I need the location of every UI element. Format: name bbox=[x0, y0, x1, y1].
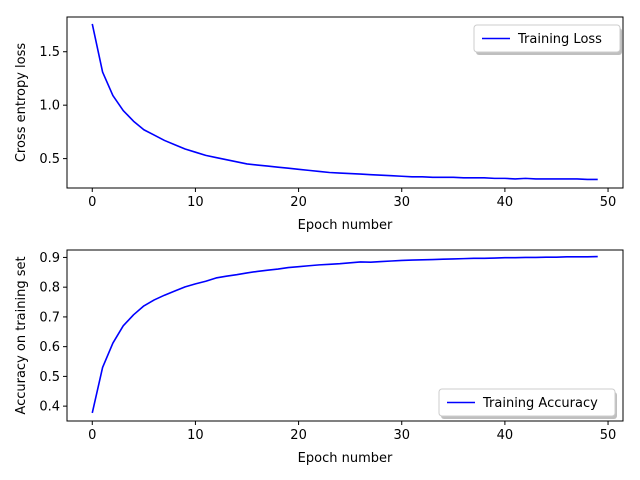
x-tick-label: 40 bbox=[497, 195, 514, 210]
axes-frame bbox=[66, 16, 624, 189]
y-tick-label: 0.7 bbox=[39, 310, 60, 325]
y-tick-label: 1.0 bbox=[39, 99, 60, 114]
y-tick-label: 0.4 bbox=[39, 400, 60, 415]
y-tick-label: 1.5 bbox=[39, 45, 60, 60]
series-line-1 bbox=[91, 255, 598, 414]
x-tick-label: 10 bbox=[187, 195, 204, 210]
y-tick-label: 0.5 bbox=[39, 152, 60, 167]
y-tick-label: 0.8 bbox=[39, 281, 60, 296]
y-tick-label: 0.6 bbox=[39, 340, 60, 355]
x-tick-label: 50 bbox=[600, 428, 617, 443]
x-tick-label: 20 bbox=[290, 195, 307, 210]
chart-2: 0 10 20 30 40 50 0.4 0.5 0.6 0.7 0.8 0.9 Epoch numbe… bbox=[14, 249, 624, 466]
series-line-1 bbox=[91, 23, 598, 181]
x-tick-label: 50 bbox=[600, 195, 617, 210]
x-tick-label: 30 bbox=[393, 428, 410, 443]
legend-box bbox=[473, 24, 621, 53]
y-tick-label: 0.9 bbox=[39, 251, 60, 266]
axes-frame bbox=[66, 249, 624, 422]
legend-label: Training Loss bbox=[517, 32, 602, 47]
x-tick-label: 10 bbox=[187, 428, 204, 443]
x-tick-label: 0 bbox=[88, 195, 96, 210]
x-tick-label: 20 bbox=[290, 428, 307, 443]
x-axis-label: Epoch number bbox=[298, 451, 393, 466]
x-tick-label: 30 bbox=[393, 195, 410, 210]
legend-box bbox=[438, 388, 616, 417]
x-tick-label: 40 bbox=[497, 428, 514, 443]
y-axis-label: Cross entropy loss bbox=[14, 43, 29, 163]
x-axis-label: Epoch number bbox=[298, 218, 393, 233]
y-tick-label: 0.5 bbox=[39, 370, 60, 385]
legend: Training Loss bbox=[473, 24, 622, 55]
legend-label: Training Accuracy bbox=[482, 396, 598, 411]
chart-1: 0 10 20 30 40 50 0.5 1.0 1.5 Epoch number Cross en… bbox=[14, 16, 624, 233]
y-axis-label: Accuracy on training set bbox=[14, 256, 29, 414]
legend: Training Accuracy bbox=[438, 388, 617, 419]
x-tick-label: 0 bbox=[88, 428, 96, 443]
